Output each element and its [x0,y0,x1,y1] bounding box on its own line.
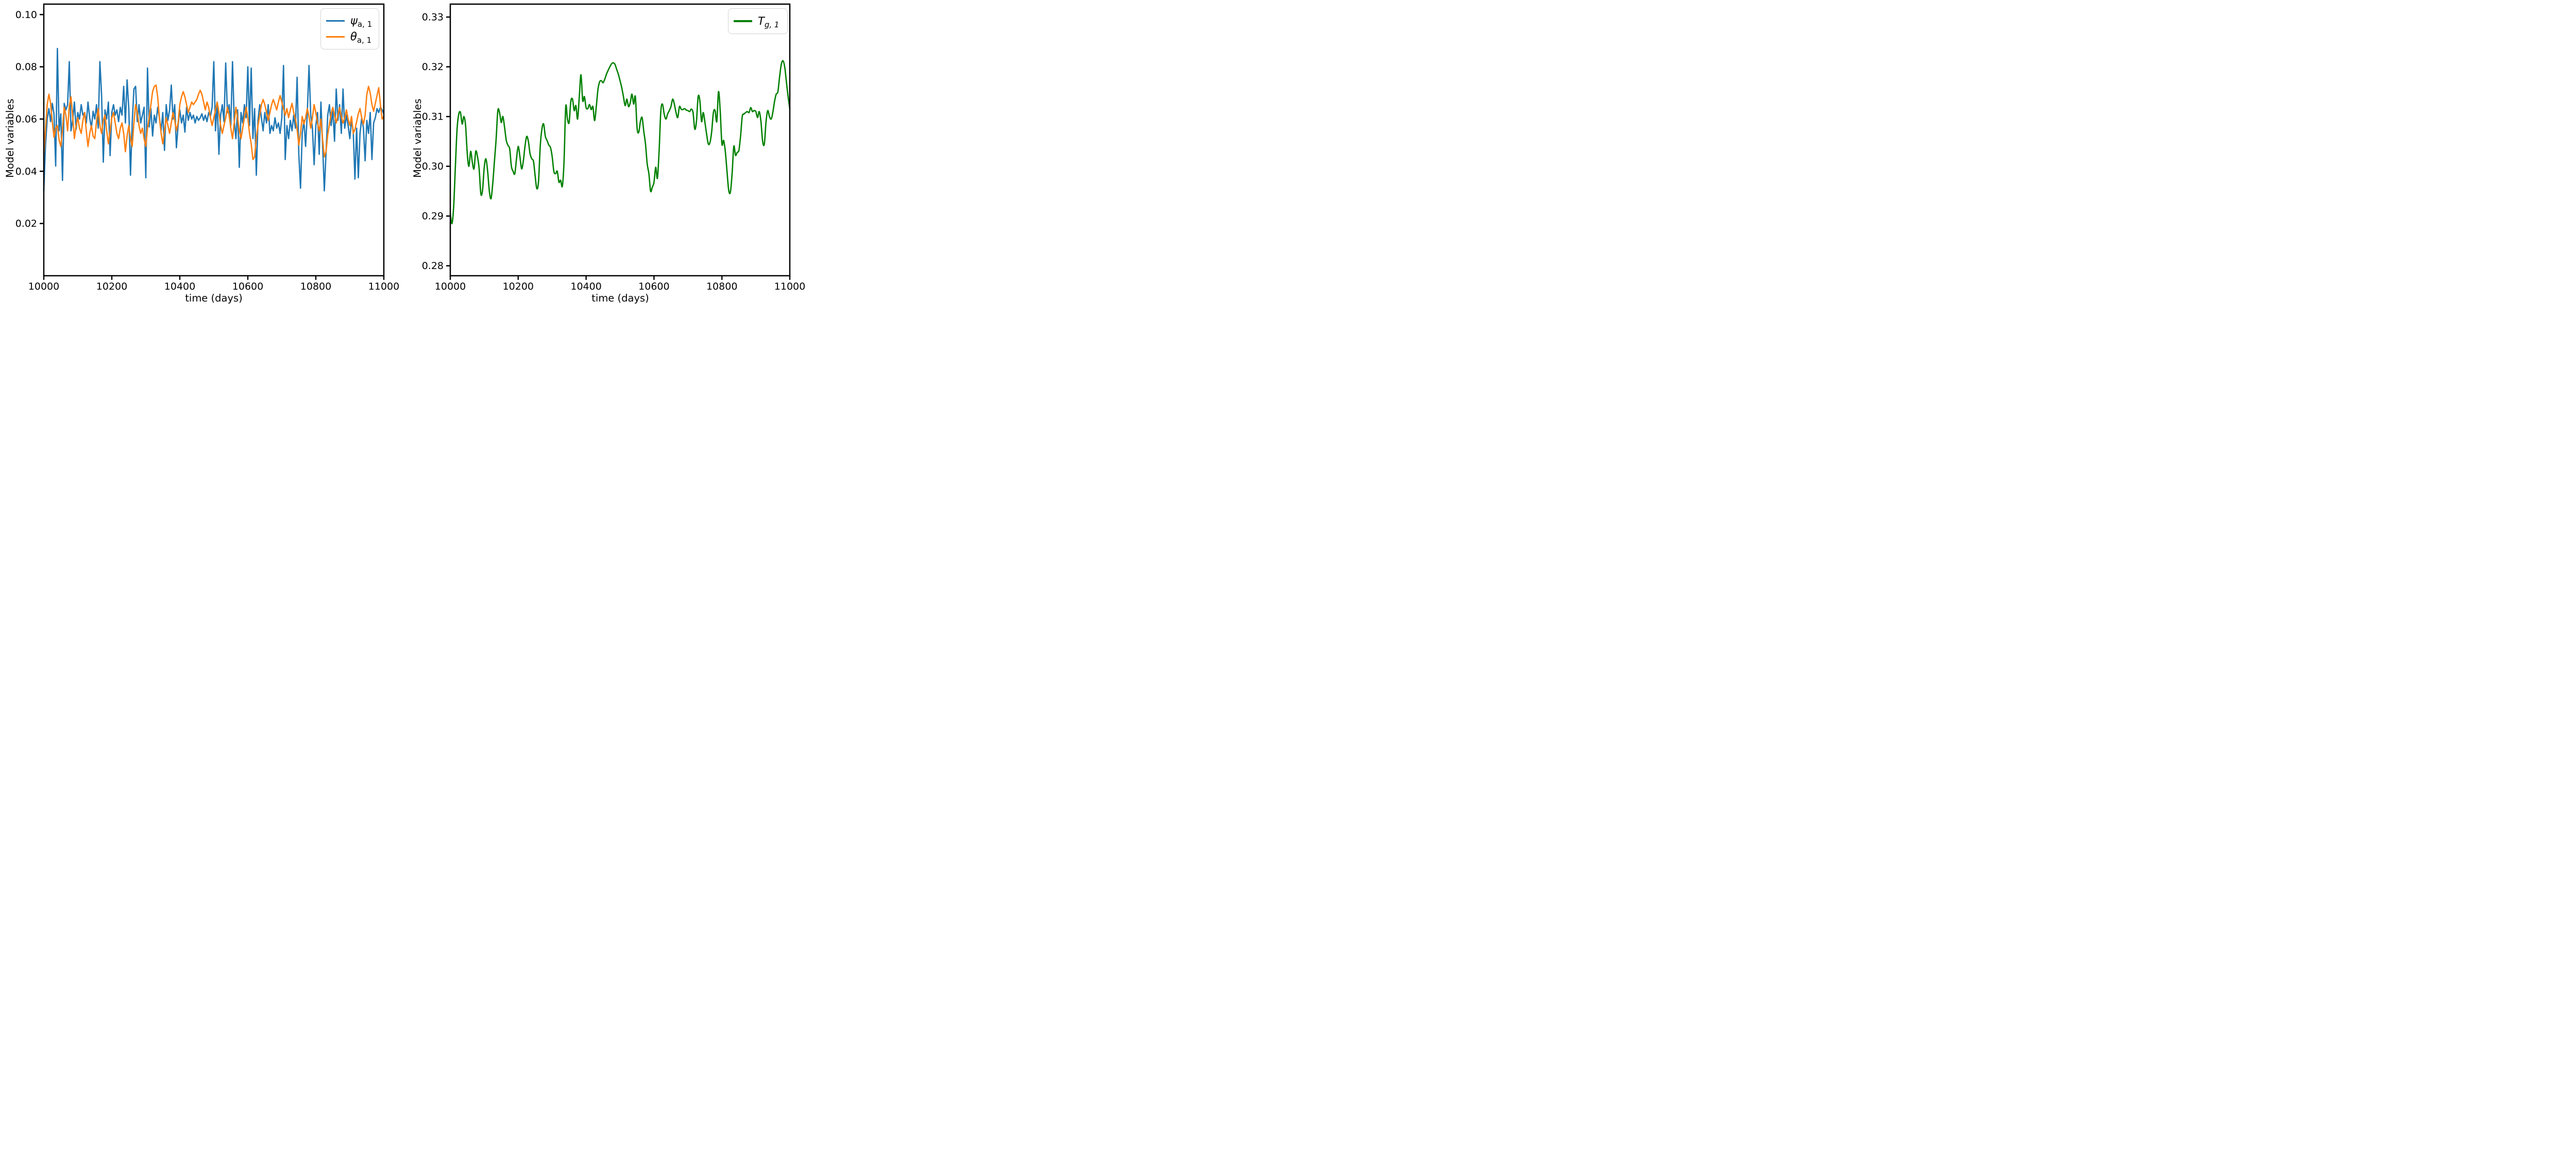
x-tick-label: 11000 [368,281,399,292]
legend-subscript-T: g, 1 [764,20,779,29]
legend-line-sample-T [734,20,752,22]
legend-right: Tg, 1 [728,8,788,34]
y-tick-label: 0.08 [15,61,37,73]
x-tick-label: 10200 [96,281,127,292]
legend-line-sample-theta [326,36,345,38]
left-chart-spines [43,3,385,277]
right-y-axis-label: Model variables [412,98,423,178]
left-chart: 10000 10200 10400 10600 10800 11000 0.02 0.04 0.… [15,3,399,292]
T_g_1-line [449,60,791,225]
x-tick-label: 10000 [435,281,466,292]
x-tick-label: 10800 [300,281,331,292]
y-tick-label: 0.10 [15,9,37,21]
y-tick-label: 0.29 [422,211,444,222]
legend-symbol-theta: θ [350,30,357,43]
y-tick-label: 0.28 [422,260,444,272]
legend-left: ψa, 1 θa, 1 [320,8,379,49]
y-tick-label: 0.33 [422,12,444,23]
y-tick-label: 0.31 [422,111,444,123]
legend-entry-T: Tg, 1 [728,14,787,29]
legend-symbol-T: T [758,14,765,27]
figure: 10000 10200 10400 10600 10800 11000 0.02 0.04 0.… [0,0,808,310]
y-tick-label: 0.32 [422,61,444,73]
y-tick-label: 0.06 [15,113,37,125]
legend-entry-theta: θa, 1 [321,30,379,45]
right-chart: 10000 10200 10400 10600 10800 11000 0.28 0.29 0.… [422,3,805,292]
legend-symbol-psi: ψ [350,14,358,27]
right-chart-spines [449,3,791,277]
x-tick-label: 10200 [503,281,534,292]
x-tick-label: 10000 [28,281,59,292]
x-tick-label: 11000 [774,281,805,292]
y-tick-label: 0.04 [15,166,37,177]
left-y-axis-label: Model variables [4,98,16,178]
x-tick-label: 10600 [638,281,669,292]
legend-subscript-psi: a, 1 [357,20,372,29]
x-tick-label: 10400 [570,281,601,292]
legend-label-theta: θa, 1 [350,30,372,45]
legend-label-psi: ψa, 1 [350,14,372,29]
x-tick-label: 10600 [232,281,263,292]
x-tick-label: 10400 [164,281,195,292]
theta_a_1-line [43,84,385,160]
psi_a_1-line [43,47,385,192]
left-x-axis-label: time (days) [185,292,243,304]
y-tick-label: 0.02 [15,218,37,229]
charts-canvas: 10000 10200 10400 10600 10800 11000 0.02 0.04 0.… [15,3,805,292]
x-tick-label: 10800 [706,281,737,292]
y-tick-label: 0.30 [422,161,444,172]
right-x-axis-label: time (days) [591,292,649,304]
legend-entry-psi: ψa, 1 [321,14,379,29]
legend-line-sample-psi [326,20,345,22]
legend-subscript-theta: a, 1 [357,36,372,45]
legend-label-T: Tg, 1 [758,14,779,29]
